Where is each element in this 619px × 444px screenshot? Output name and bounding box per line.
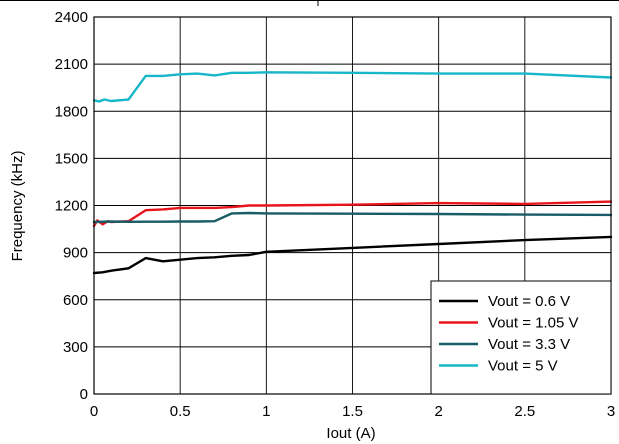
legend-label: Vout = 3.3 V: [488, 336, 570, 353]
series-line-4: [92, 71, 613, 103]
legend-label: Vout = 0.6 V: [488, 293, 570, 310]
y-tick-label: 1800: [55, 103, 88, 120]
y-tick-label: 2100: [55, 56, 88, 73]
y-tick-label: 600: [63, 292, 88, 309]
y-tick-label: 0: [80, 386, 88, 403]
y-tick-label: 300: [63, 339, 88, 356]
legend-label: Vout = 1.05 V: [488, 315, 579, 332]
x-tick-label: 0: [90, 403, 98, 420]
series-line-3: [92, 211, 613, 224]
y-tick-label: 900: [63, 245, 88, 262]
legend: Vout = 0.6 V Vout = 1.05 V Vout = 3.3 V Vou…: [430, 280, 612, 395]
x-tick-label: 2.5: [514, 403, 535, 420]
y-tick-label: 2400: [55, 9, 88, 26]
legend-label: Vout = 5 V: [488, 358, 558, 375]
y-tick-label: 1200: [55, 198, 88, 215]
y-axis-title: Frequency (kHz): [9, 151, 26, 262]
tick-labels: 0 0.5 1 1.5 2 2.5 3 0 300 600 900 1200 1500 1800 2100 2…: [55, 9, 616, 420]
x-tick-label: 0.5: [170, 403, 191, 420]
x-tick-label: 1.5: [342, 403, 363, 420]
x-tick-label: 2: [434, 403, 442, 420]
x-tick-label: 3: [607, 403, 615, 420]
plot-frame: [93, 16, 612, 395]
x-axis-title: Iout (A): [326, 425, 375, 442]
series-line-1: [92, 235, 613, 275]
x-tick-label: 1: [262, 403, 270, 420]
y-tick-label: 1500: [55, 150, 88, 167]
series-lines: [92, 71, 613, 275]
